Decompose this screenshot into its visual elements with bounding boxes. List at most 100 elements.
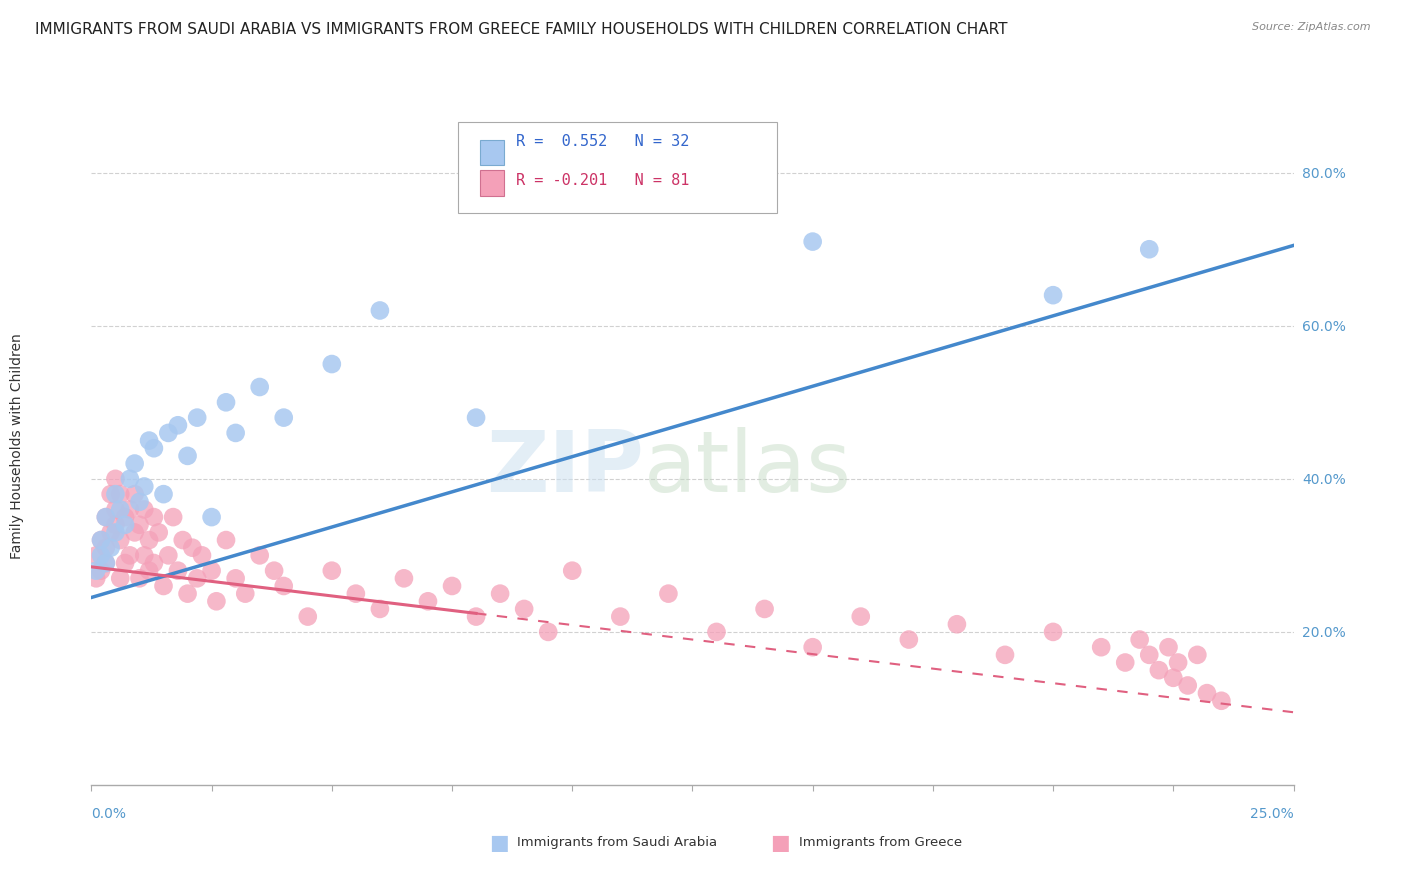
- Point: [100, 487, 122, 501]
- Point: [186, 410, 208, 425]
- Point: [134, 549, 156, 563]
- Text: ZIP: ZIP: [486, 427, 644, 510]
- Text: 0.0%: 0.0%: [91, 807, 127, 822]
- Point: [706, 624, 728, 639]
- Point: [1137, 648, 1160, 662]
- Point: [561, 564, 583, 578]
- Point: [489, 587, 512, 601]
- Point: [100, 525, 122, 540]
- Point: [124, 457, 146, 471]
- Text: Family Households with Children: Family Households with Children: [10, 333, 24, 559]
- Point: [128, 495, 150, 509]
- Point: [128, 517, 150, 532]
- Point: [157, 549, 180, 563]
- Point: [94, 556, 117, 570]
- Point: [1187, 648, 1209, 662]
- Point: [201, 564, 224, 578]
- Point: [1042, 624, 1064, 639]
- Point: [84, 571, 107, 585]
- Point: [124, 525, 146, 540]
- Point: [201, 510, 224, 524]
- Point: [801, 640, 824, 655]
- Point: [138, 533, 160, 547]
- Point: [172, 533, 194, 547]
- Point: [657, 587, 679, 601]
- Point: [215, 533, 238, 547]
- Point: [110, 571, 132, 585]
- Point: [1129, 632, 1152, 647]
- Point: [90, 533, 112, 547]
- Point: [134, 502, 156, 516]
- Point: [537, 624, 560, 639]
- Point: [249, 380, 271, 394]
- Point: [114, 556, 136, 570]
- Point: [84, 564, 107, 578]
- Point: [84, 549, 107, 563]
- Point: [90, 533, 112, 547]
- Point: [110, 533, 132, 547]
- Text: 25.0%: 25.0%: [1250, 807, 1294, 822]
- Point: [110, 487, 132, 501]
- Point: [157, 425, 180, 440]
- Text: Immigrants from Greece: Immigrants from Greece: [799, 837, 962, 849]
- Point: [321, 564, 343, 578]
- Point: [205, 594, 228, 608]
- Point: [100, 541, 122, 555]
- Point: [368, 602, 391, 616]
- Point: [148, 525, 170, 540]
- Point: [114, 517, 136, 532]
- Text: atlas: atlas: [644, 427, 852, 510]
- Text: Source: ZipAtlas.com: Source: ZipAtlas.com: [1253, 22, 1371, 32]
- Point: [1161, 671, 1184, 685]
- Point: [1167, 656, 1189, 670]
- Point: [181, 541, 204, 555]
- Point: [142, 556, 165, 570]
- Point: [128, 571, 150, 585]
- Point: [118, 502, 141, 516]
- Point: [465, 410, 488, 425]
- Point: [134, 479, 156, 493]
- Point: [186, 571, 208, 585]
- Point: [1211, 694, 1233, 708]
- Point: [440, 579, 463, 593]
- Text: R = -0.201   N = 81: R = -0.201 N = 81: [516, 173, 689, 187]
- Point: [609, 609, 631, 624]
- Point: [110, 502, 132, 516]
- Text: ■: ■: [489, 833, 509, 853]
- Point: [946, 617, 969, 632]
- Point: [225, 571, 247, 585]
- Point: [1157, 640, 1180, 655]
- Point: [849, 609, 872, 624]
- Point: [368, 303, 391, 318]
- Point: [1042, 288, 1064, 302]
- FancyBboxPatch shape: [458, 121, 776, 212]
- Point: [273, 579, 295, 593]
- Point: [124, 487, 146, 501]
- Point: [138, 434, 160, 448]
- Point: [1137, 242, 1160, 256]
- Point: [1195, 686, 1218, 700]
- Point: [416, 594, 439, 608]
- Point: [1114, 656, 1136, 670]
- Point: [994, 648, 1017, 662]
- Point: [297, 609, 319, 624]
- Point: [94, 510, 117, 524]
- Point: [321, 357, 343, 371]
- Point: [90, 564, 112, 578]
- Point: [1147, 663, 1170, 677]
- Text: ■: ■: [770, 833, 790, 853]
- Point: [152, 487, 174, 501]
- Point: [465, 609, 488, 624]
- Point: [176, 449, 198, 463]
- Point: [104, 502, 127, 516]
- Bar: [479, 140, 503, 165]
- Point: [118, 472, 141, 486]
- Point: [104, 487, 127, 501]
- Point: [167, 564, 190, 578]
- Point: [754, 602, 776, 616]
- Point: [1177, 678, 1199, 692]
- Point: [118, 549, 141, 563]
- Point: [104, 472, 127, 486]
- Point: [94, 510, 117, 524]
- Point: [104, 525, 127, 540]
